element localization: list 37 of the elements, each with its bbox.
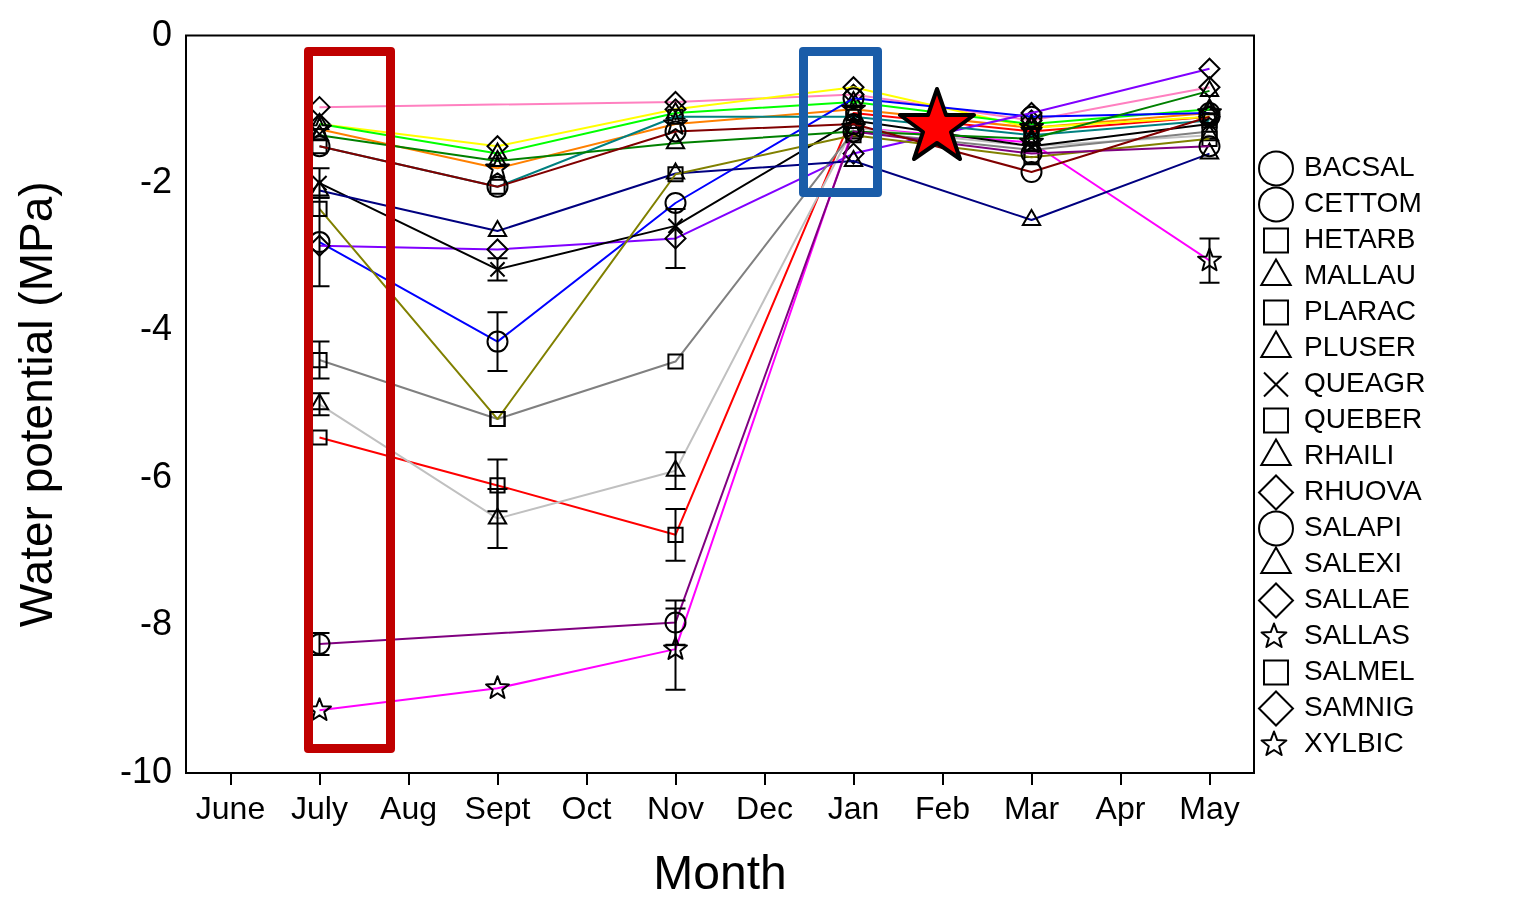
legend-label: SALMEL: [1304, 655, 1415, 687]
x-tick-label: Nov: [647, 790, 704, 827]
legend-label: MALLAU: [1304, 259, 1417, 291]
x-tick-label: Mar: [1003, 790, 1060, 827]
x-tick-label: Jan: [827, 790, 880, 827]
x-axis-title: Month: [653, 846, 787, 900]
legend-label: RHAILI: [1304, 439, 1395, 471]
legend-label: CETTOM: [1304, 187, 1422, 219]
legend-label: QUEBER: [1304, 403, 1423, 435]
x-tick-label: Feb: [914, 790, 971, 827]
legend-label: SALLAE: [1304, 583, 1410, 615]
legend-label: RHUOVA: [1304, 475, 1423, 507]
y-tick-label: -10: [119, 749, 172, 791]
legend-label: XYLBIC: [1304, 727, 1404, 759]
x-tick-label: Sept: [464, 790, 531, 827]
y-tick-label: -4: [139, 307, 172, 349]
y-tick-label: 0: [151, 12, 172, 54]
x-tick-label: Oct: [561, 790, 612, 827]
y-tick-label: -6: [139, 454, 172, 496]
y-tick-label: -2: [139, 160, 172, 201]
legend-label: PLUSER: [1304, 331, 1417, 363]
legend-label: QUEAGR: [1304, 367, 1426, 399]
legend-label: SALAPI: [1304, 511, 1403, 543]
legend-label: PLARAC: [1304, 295, 1417, 327]
x-tick-label: Aug: [380, 790, 437, 827]
x-tick-label: July: [291, 790, 348, 827]
y-tick-label: -8: [139, 602, 172, 644]
legend-label: SALEXI: [1304, 547, 1403, 579]
x-tick-label: May: [1179, 790, 1240, 827]
legend-label: BACSAL: [1304, 151, 1415, 183]
legend-label: HETARB: [1304, 223, 1416, 255]
x-tick-label: Dec: [736, 790, 793, 827]
x-tick-label: June: [195, 790, 266, 827]
legend-label: SALLAS: [1304, 619, 1410, 651]
legend-label: SAMNIG: [1304, 691, 1415, 723]
x-tick-label: Apr: [1095, 790, 1146, 827]
y-axis-title: Water potential (MPa): [10, 181, 63, 628]
